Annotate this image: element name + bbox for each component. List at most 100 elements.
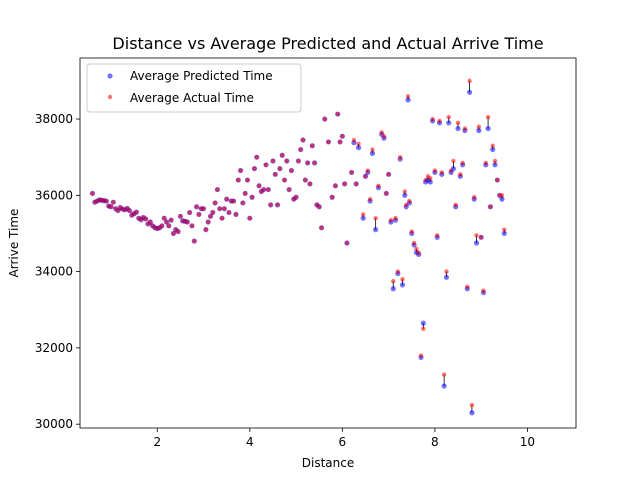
actual-point [453, 202, 458, 208]
actual-point [337, 139, 343, 145]
actual-point [261, 187, 266, 192]
actual-point [421, 326, 426, 332]
actual-point [391, 278, 396, 284]
actual-point [222, 206, 227, 211]
actual-point [312, 160, 317, 166]
actual-point [166, 223, 172, 229]
y-axis-label: Arrive Time [7, 209, 21, 278]
predicted-point [360, 215, 366, 221]
actual-point [472, 195, 477, 200]
actual-point [335, 111, 340, 117]
predicted-point [420, 320, 426, 326]
actual-point [414, 246, 419, 251]
x-tick-label: 10 [520, 435, 535, 449]
y-tick-label: 34000 [35, 265, 73, 279]
actual-point [367, 196, 373, 202]
actual-point [236, 177, 241, 183]
actual-point [252, 166, 257, 171]
x-axis-label: Distance [302, 456, 354, 470]
actual-point [300, 137, 306, 143]
actual-point [384, 191, 389, 196]
actual-point [289, 168, 294, 173]
actual-point [402, 189, 408, 194]
actual-point [388, 217, 394, 223]
actual-point [354, 181, 359, 187]
actual-point [351, 137, 357, 143]
legend-box [86, 63, 302, 113]
actual-point [502, 227, 507, 232]
actual-point [386, 172, 391, 177]
actual-point [458, 172, 463, 177]
actual-point [178, 214, 183, 219]
actual-point [393, 216, 398, 221]
predicted-point [446, 120, 452, 126]
actual-point [451, 158, 456, 164]
actual-point [256, 183, 262, 188]
actual-point [360, 212, 366, 217]
actual-point [104, 198, 109, 204]
actual-point [356, 141, 361, 147]
actual-point [148, 219, 153, 225]
predicted-point [443, 274, 450, 280]
actual-point [483, 160, 488, 166]
actual-point [90, 191, 95, 196]
x-tick-label: 8 [431, 435, 439, 449]
actual-point [446, 114, 451, 120]
predicted-point [473, 240, 480, 246]
actual-point [215, 187, 220, 192]
x-tick-label: 6 [339, 435, 347, 449]
actual-point [430, 116, 435, 122]
actual-point [277, 166, 283, 171]
actual-point [175, 229, 181, 234]
actual-point [460, 160, 465, 166]
actual-point [208, 214, 213, 219]
predicted-point [441, 383, 447, 389]
actual-point [455, 120, 461, 126]
actual-point [499, 193, 505, 198]
predicted-point [355, 145, 362, 151]
actual-point [210, 210, 215, 215]
actual-point [395, 269, 401, 274]
actual-point [224, 196, 229, 202]
actual-point [263, 162, 269, 168]
legend-marker-actual [107, 94, 113, 100]
actual-point [326, 139, 331, 145]
points-layer [89, 78, 507, 416]
actual-point [481, 288, 486, 293]
predicted-point [501, 230, 507, 237]
actual-point [203, 227, 209, 232]
actual-point [279, 153, 285, 158]
actual-point [490, 143, 495, 148]
actual-point [217, 206, 222, 211]
y-tick-label: 30000 [35, 417, 73, 431]
predicted-point [466, 89, 473, 95]
actual-point [474, 233, 479, 238]
predicted-point [455, 125, 461, 132]
actual-point [492, 158, 498, 164]
actual-point [242, 191, 248, 196]
actual-point [196, 212, 202, 217]
actual-point [340, 133, 345, 139]
predicted-point [427, 179, 433, 185]
actual-point [254, 154, 259, 160]
actual-point [333, 183, 338, 188]
actual-point [205, 219, 211, 225]
ticks-layer: 2 4 6 8 10 30000 32000 34000 36000 38000 [35, 112, 535, 449]
actual-point [171, 231, 176, 236]
predicted-point [373, 227, 379, 233]
actual-point [226, 210, 232, 215]
actual-point [329, 195, 335, 200]
actual-point [322, 116, 327, 122]
predicted-point [369, 150, 376, 156]
actual-point [418, 353, 424, 358]
actual-point [342, 181, 347, 187]
y-tick-label: 32000 [35, 341, 73, 355]
actual-point [247, 216, 253, 221]
actual-point [240, 200, 246, 206]
actual-point [134, 209, 139, 215]
actual-point [298, 147, 303, 152]
actual-point [370, 147, 375, 152]
predicted-point [390, 286, 396, 292]
x-tick-label: 4 [246, 435, 254, 449]
actual-point [373, 216, 378, 221]
